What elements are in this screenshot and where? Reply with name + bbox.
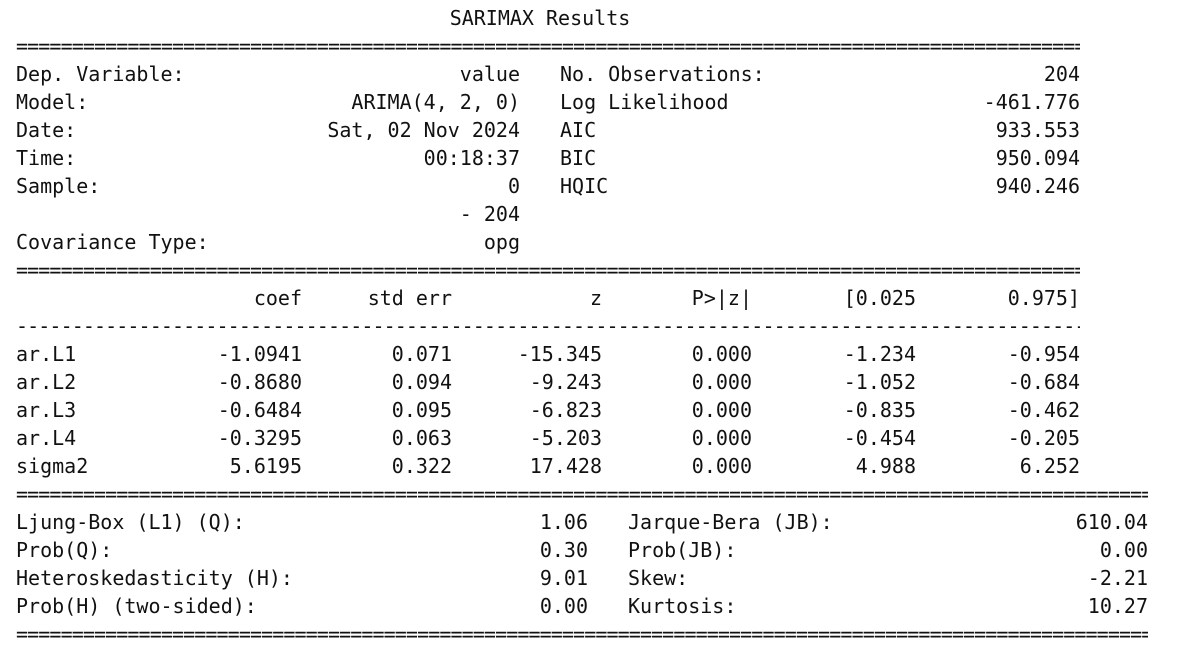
- cell-p-value: 0.000: [691, 342, 752, 366]
- header-ci-lower: [0.025: [843, 286, 916, 310]
- kurtosis-label: Kurtosis:: [628, 594, 737, 618]
- cell-z: -6.823: [529, 398, 602, 422]
- cell-p-value: 0.000: [691, 398, 752, 422]
- cell-ci-upper: -0.954: [1007, 342, 1080, 366]
- double-rule-lower: ========================================…: [16, 486, 1148, 502]
- covariance-type-value: opg: [483, 230, 520, 254]
- cell-coef: 5.6195: [229, 454, 302, 478]
- cell-std-err: 0.063: [391, 426, 452, 450]
- date-value: Sat, 02 Nov 2024: [327, 118, 520, 142]
- cell-p-value: 0.000: [691, 426, 752, 450]
- prob-q-value: 0.30: [539, 538, 588, 562]
- cell-coef: -0.8680: [217, 370, 302, 394]
- row-name: ar.L4: [16, 426, 77, 450]
- dep-variable-value: value: [459, 62, 520, 86]
- cell-coef: -0.6484: [217, 398, 302, 422]
- model-label: Model:: [16, 90, 89, 114]
- date-label: Date:: [16, 118, 77, 142]
- log-likelihood-label: Log Likelihood: [560, 90, 729, 114]
- row-name: ar.L3: [16, 398, 77, 422]
- double-rule-mid: ========================================…: [16, 262, 1080, 278]
- cell-ci-upper: -0.684: [1007, 370, 1080, 394]
- time-label: Time:: [16, 146, 77, 170]
- aic-value: 933.553: [995, 118, 1080, 142]
- no-observations-label: No. Observations:: [560, 62, 765, 86]
- single-rule: ----------------------------------------…: [16, 318, 1080, 334]
- heteroskedasticity-label: Heteroskedasticity (H):: [16, 566, 293, 590]
- hqic-value: 940.246: [995, 174, 1080, 198]
- header-ci-upper: 0.975]: [1007, 286, 1080, 310]
- bic-label: BIC: [560, 146, 597, 170]
- prob-h-label: Prob(H) (two-sided):: [16, 594, 257, 618]
- sample-value: 0: [507, 174, 520, 198]
- time-value: 00:18:37: [423, 146, 520, 170]
- cell-coef: -1.0941: [217, 342, 302, 366]
- bic-value: 950.094: [995, 146, 1080, 170]
- prob-q-label: Prob(Q):: [16, 538, 113, 562]
- cell-ci-upper: -0.462: [1007, 398, 1080, 422]
- ljung-box-value: 1.06: [539, 510, 588, 534]
- cell-std-err: 0.322: [391, 454, 452, 478]
- cell-ci-upper: -0.205: [1007, 426, 1080, 450]
- prob-jb-label: Prob(JB):: [628, 538, 737, 562]
- heteroskedasticity-value: 9.01: [539, 566, 588, 590]
- aic-label: AIC: [560, 118, 597, 142]
- model-value: ARIMA(4, 2, 0): [351, 90, 520, 114]
- cell-ci-lower: -0.835: [843, 398, 916, 422]
- cell-ci-lower: 4.988: [855, 454, 916, 478]
- cell-ci-lower: -1.052: [843, 370, 916, 394]
- row-name: ar.L2: [16, 370, 77, 394]
- cell-std-err: 0.095: [391, 398, 452, 422]
- cell-p-value: 0.000: [691, 370, 752, 394]
- cell-std-err: 0.094: [391, 370, 452, 394]
- cell-z: -15.345: [517, 342, 602, 366]
- row-name: ar.L1: [16, 342, 77, 366]
- prob-h-value: 0.00: [539, 594, 588, 618]
- log-likelihood-value: -461.776: [983, 90, 1080, 114]
- cell-p-value: 0.000: [691, 454, 752, 478]
- cell-ci-upper: 6.252: [1019, 454, 1080, 478]
- hqic-label: HQIC: [560, 174, 609, 198]
- prob-jb-value: 0.00: [1099, 538, 1148, 562]
- row-name: sigma2: [16, 454, 89, 478]
- sample-end-value: - 204: [459, 202, 520, 226]
- skew-label: Skew:: [628, 566, 689, 590]
- report-title: SARIMAX Results: [449, 6, 631, 30]
- cell-ci-lower: -1.234: [843, 342, 916, 366]
- header-coef: coef: [253, 286, 302, 310]
- cell-std-err: 0.071: [391, 342, 452, 366]
- cell-coef: -0.3295: [217, 426, 302, 450]
- jarque-bera-label: Jarque-Bera (JB):: [628, 510, 833, 534]
- jarque-bera-value: 610.04: [1075, 510, 1148, 534]
- kurtosis-value: 10.27: [1087, 594, 1148, 618]
- covariance-type-label: Covariance Type:: [16, 230, 209, 254]
- dep-variable-label: Dep. Variable:: [16, 62, 185, 86]
- no-observations-value: 204: [1043, 62, 1080, 86]
- skew-value: -2.21: [1087, 566, 1148, 590]
- double-rule-top: ========================================…: [16, 38, 1080, 54]
- cell-z: 17.428: [529, 454, 602, 478]
- double-rule-bottom: ========================================…: [16, 626, 1148, 642]
- cell-ci-lower: -0.454: [843, 426, 916, 450]
- sample-label: Sample:: [16, 174, 101, 198]
- header-p-value: P>|z|: [691, 286, 752, 310]
- header-z: z: [589, 286, 602, 310]
- cell-z: -5.203: [529, 426, 602, 450]
- cell-z: -9.243: [529, 370, 602, 394]
- ljung-box-label: Ljung-Box (L1) (Q):: [16, 510, 245, 534]
- header-std-err: std err: [367, 286, 452, 310]
